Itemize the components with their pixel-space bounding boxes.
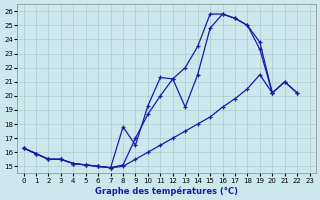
X-axis label: Graphe des températures (°C): Graphe des températures (°C)	[95, 186, 238, 196]
